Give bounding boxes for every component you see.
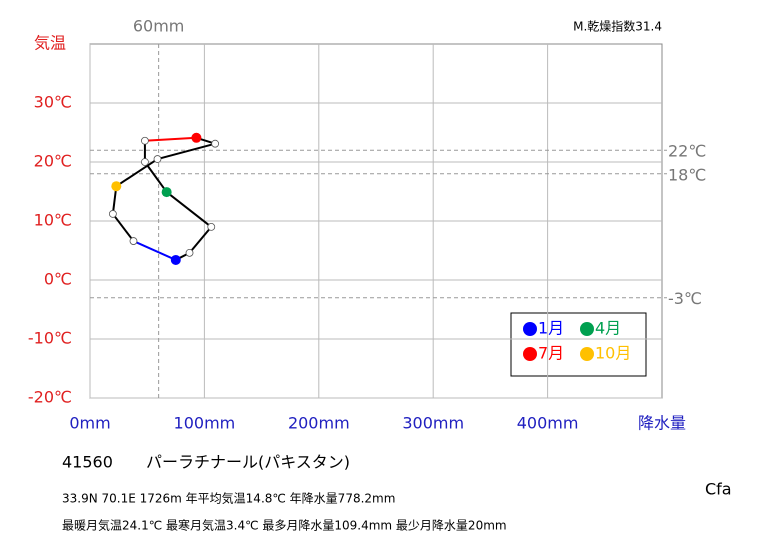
legend-label: 4月 xyxy=(595,319,621,338)
legend-marker xyxy=(523,322,537,336)
reference-label: 18℃ xyxy=(668,165,706,184)
legend-label: 7月 xyxy=(538,344,564,363)
y-tick-label: 10℃ xyxy=(34,211,72,230)
month-point xyxy=(207,222,216,231)
month-segment xyxy=(144,136,197,142)
legend-label: 10月 xyxy=(595,344,631,363)
month-point xyxy=(153,155,162,163)
station-id: 41560 xyxy=(62,453,113,472)
y-tick-label: 0℃ xyxy=(44,270,72,289)
station-name: パーラチナール(パキスタン) xyxy=(146,453,350,472)
month-point xyxy=(111,181,122,192)
reference-label: 22℃ xyxy=(668,142,706,161)
month-segment xyxy=(144,161,168,193)
month-point xyxy=(108,210,117,218)
y-tick-label: 20℃ xyxy=(34,152,72,171)
info-line: 最暖月気温24.1℃ 最寒月気温3.4℃ 最多月降水量109.4mm 最少月降水… xyxy=(62,518,507,533)
info-line: 33.9N 70.1E 1726m 年平均気温14.8℃ 年降水量778.2mm xyxy=(62,491,395,506)
y-tick-label: 30℃ xyxy=(34,93,72,112)
legend-label: 1月 xyxy=(538,319,564,338)
month-segment xyxy=(157,142,216,161)
month-point xyxy=(141,158,149,166)
month-point xyxy=(161,187,172,198)
month-segment xyxy=(166,191,212,228)
reference-label: 60mm xyxy=(133,17,185,36)
legend-marker xyxy=(580,347,594,361)
x-tick-label: 400mm xyxy=(517,414,579,433)
month-point xyxy=(211,139,220,148)
legend-box xyxy=(510,312,647,377)
month-segment xyxy=(188,226,213,254)
reference-label: -3℃ xyxy=(668,289,702,308)
month-segment xyxy=(133,240,177,261)
month-segment xyxy=(115,158,159,188)
x-tick-label: 0mm xyxy=(69,414,110,433)
legend-marker xyxy=(580,322,594,336)
month-point xyxy=(170,254,181,265)
x-tick-label: 300mm xyxy=(402,414,464,433)
x-tick-label: 100mm xyxy=(174,414,236,433)
aridity-index: M.乾燥指数31.4 xyxy=(573,19,662,34)
month-point xyxy=(185,248,194,257)
climate-class: Cfa xyxy=(705,480,732,499)
y-axis-title: 気温 xyxy=(34,34,66,53)
month-point xyxy=(191,132,202,143)
month-segment xyxy=(112,213,135,242)
y-tick-label: -10℃ xyxy=(28,329,72,348)
legend-marker xyxy=(523,347,537,361)
month-point xyxy=(141,136,149,145)
x-tick-label: 200mm xyxy=(288,414,350,433)
y-tick-label: -20℃ xyxy=(28,388,72,407)
month-point xyxy=(129,237,138,245)
x-axis-title: 降水量 xyxy=(638,414,686,433)
